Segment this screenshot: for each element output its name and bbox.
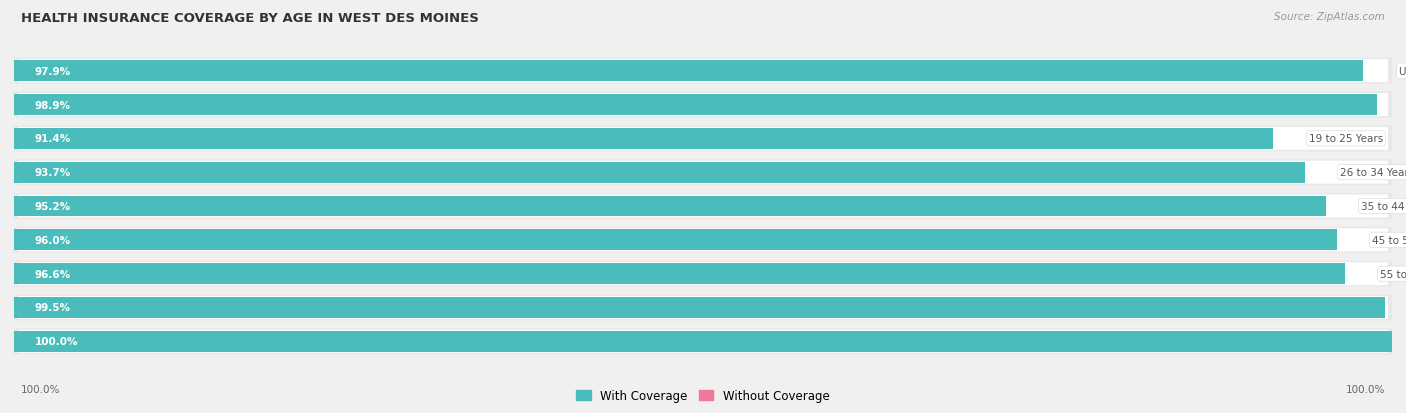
Text: 100.0%: 100.0% (1346, 385, 1385, 394)
Text: 100.0%: 100.0% (35, 337, 79, 347)
FancyBboxPatch shape (18, 330, 1388, 353)
Text: 45 to 54 Years: 45 to 54 Years (1372, 235, 1406, 245)
Text: 100.0%: 100.0% (21, 385, 60, 394)
FancyBboxPatch shape (14, 160, 1392, 186)
FancyBboxPatch shape (14, 194, 1392, 219)
Text: 96.6%: 96.6% (35, 269, 70, 279)
FancyBboxPatch shape (18, 128, 1388, 150)
Bar (14, 95, 1376, 116)
Text: 97.9%: 97.9% (35, 66, 70, 76)
FancyBboxPatch shape (14, 59, 1392, 85)
FancyBboxPatch shape (18, 60, 1388, 83)
Text: Source: ZipAtlas.com: Source: ZipAtlas.com (1274, 12, 1385, 22)
FancyBboxPatch shape (14, 328, 1392, 354)
FancyBboxPatch shape (14, 295, 1392, 321)
Text: 95.2%: 95.2% (35, 202, 70, 211)
FancyBboxPatch shape (18, 94, 1388, 117)
Text: 55 to 64 Years: 55 to 64 Years (1381, 269, 1406, 279)
FancyBboxPatch shape (18, 229, 1388, 252)
FancyBboxPatch shape (14, 92, 1392, 118)
Text: 96.0%: 96.0% (35, 235, 70, 245)
FancyBboxPatch shape (14, 227, 1392, 253)
Bar (14, 331, 1392, 352)
Bar (14, 196, 1326, 217)
Legend: With Coverage, Without Coverage: With Coverage, Without Coverage (572, 385, 834, 407)
Text: 26 to 34 Years: 26 to 34 Years (1340, 168, 1406, 178)
Bar (14, 263, 1346, 285)
Bar (14, 128, 1274, 150)
FancyBboxPatch shape (18, 296, 1388, 319)
FancyBboxPatch shape (18, 195, 1388, 218)
FancyBboxPatch shape (18, 263, 1388, 285)
Text: 93.7%: 93.7% (35, 168, 70, 178)
FancyBboxPatch shape (14, 261, 1392, 287)
Bar (14, 162, 1305, 183)
Text: 35 to 44 Years: 35 to 44 Years (1361, 202, 1406, 211)
Text: 98.9%: 98.9% (35, 100, 70, 110)
Bar (14, 61, 1362, 82)
Bar (14, 230, 1337, 251)
FancyBboxPatch shape (14, 126, 1392, 152)
Text: 91.4%: 91.4% (35, 134, 70, 144)
Text: 99.5%: 99.5% (35, 303, 70, 313)
Bar (14, 297, 1385, 318)
FancyBboxPatch shape (18, 161, 1388, 184)
Text: HEALTH INSURANCE COVERAGE BY AGE IN WEST DES MOINES: HEALTH INSURANCE COVERAGE BY AGE IN WEST… (21, 12, 479, 25)
Text: Under 6 Years: Under 6 Years (1399, 66, 1406, 76)
Text: 19 to 25 Years: 19 to 25 Years (1309, 134, 1384, 144)
